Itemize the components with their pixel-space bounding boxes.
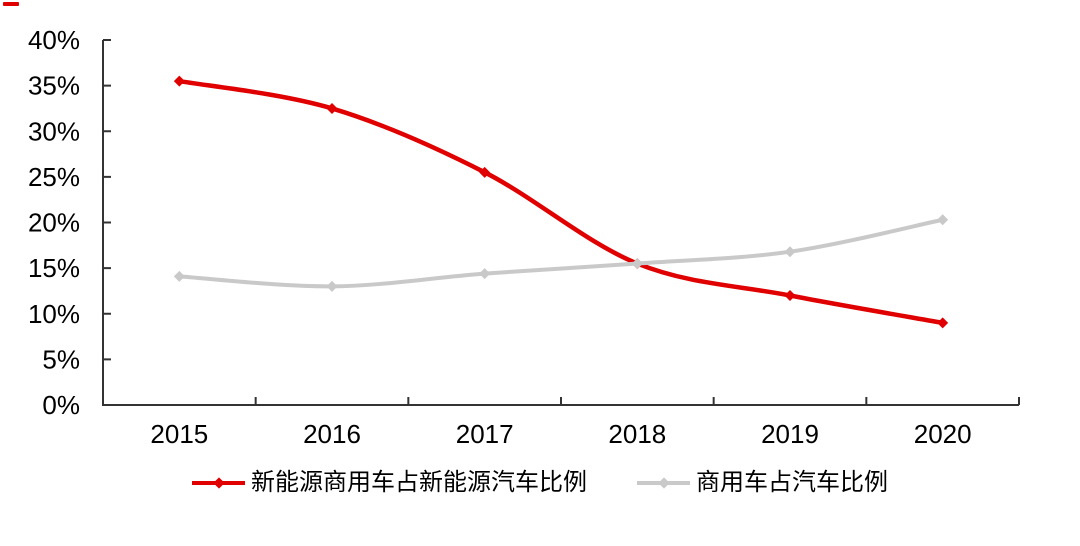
legend-series-0-diamond-icon bbox=[212, 477, 225, 489]
legend-series-0-label: 新能源商用车占新能源汽车比例 bbox=[251, 469, 587, 496]
series-line-0 bbox=[177, 78, 945, 326]
series-1-marker-diamond-icon bbox=[173, 270, 185, 282]
series-0-marker-diamond-icon bbox=[784, 290, 796, 301]
y-tick-label: 10% bbox=[28, 299, 80, 329]
series-1-marker-diamond-icon bbox=[479, 268, 491, 280]
chart-legend: 新能源商用车占新能源汽车比例 商用车占汽车比例 bbox=[0, 469, 1080, 496]
x-tick-label: 2020 bbox=[914, 419, 972, 449]
legend-item-nev-commercial-share: 新能源商用车占新能源汽车比例 bbox=[192, 469, 587, 496]
x-tick-label: 2018 bbox=[608, 419, 666, 449]
series-0-marker-diamond-icon bbox=[479, 166, 491, 178]
y-tick-label: 35% bbox=[28, 71, 80, 101]
series-1-marker-diamond-icon bbox=[326, 280, 338, 292]
x-tick-label: 2019 bbox=[761, 419, 819, 449]
series-0-marker-diamond-icon bbox=[326, 102, 338, 114]
x-tick-label: 2015 bbox=[150, 419, 208, 449]
y-tick-label: 15% bbox=[28, 253, 80, 283]
series-line-1 bbox=[177, 217, 945, 289]
y-tick-label: 5% bbox=[42, 344, 80, 374]
y-tick-label: 0% bbox=[42, 390, 80, 420]
y-tick-label: 30% bbox=[28, 116, 80, 146]
x-tick-label: 2017 bbox=[456, 419, 514, 449]
series-1-marker-diamond-icon bbox=[784, 246, 796, 258]
legend-series-1-diamond-icon bbox=[657, 477, 670, 489]
x-tick-label: 2016 bbox=[303, 419, 361, 449]
legend-series-1-label: 商用车占汽车比例 bbox=[696, 469, 888, 496]
y-tick-label: 25% bbox=[28, 162, 80, 192]
y-tick-label: 40% bbox=[28, 25, 80, 55]
y-tick-label: 20% bbox=[28, 208, 80, 238]
legend-series-0-swatch bbox=[192, 475, 245, 491]
series-0-marker-diamond-icon bbox=[173, 75, 185, 87]
line-chart-plot: 0% 5% 10% 15% 20% 25% 30% 35% 40% 2015 2016 2017 201… bbox=[28, 25, 1020, 449]
series-0-marker-diamond-icon bbox=[937, 317, 949, 329]
legend-item-commercial-vehicle-share: 商用车占汽车比例 bbox=[637, 469, 888, 496]
legend-series-1-swatch bbox=[637, 475, 690, 491]
series-1-marker-diamond-icon bbox=[937, 214, 949, 226]
cropped-red-line-fragment bbox=[3, 2, 19, 6]
series-1-marker-diamond-icon bbox=[631, 258, 643, 270]
